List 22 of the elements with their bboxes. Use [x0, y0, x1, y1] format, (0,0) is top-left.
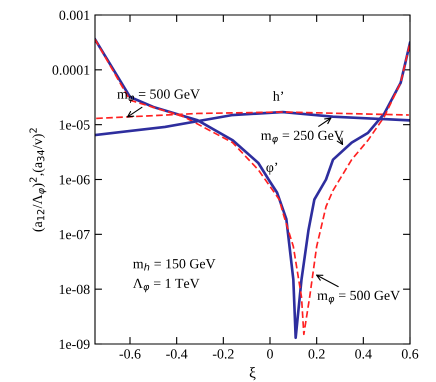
x-tick-label: 0.2 — [308, 349, 325, 359]
x-tick-label: -0.2 — [212, 349, 234, 359]
y-tick-label: 0.001 — [59, 10, 90, 20]
y-tick-label: 1e-09 — [60, 340, 90, 349]
x-tick-label: -0.6 — [120, 349, 141, 359]
x-axis-title: ξ — [250, 366, 256, 380]
annotation: m$_{φ}$ = 250 GeV — [261, 130, 344, 144]
x-tick-label: -0.4 — [166, 349, 188, 359]
x-tick-label: 0.4 — [355, 349, 372, 359]
y-tick-label: 1e-06 — [60, 175, 90, 184]
annotation: φ’ — [266, 162, 278, 175]
annotation: m$_{φ}$ = 500 GeV — [317, 290, 400, 304]
annotation: h’ — [272, 91, 284, 101]
y-tick-label: 1e-07 — [60, 230, 90, 240]
y-tick-label: 1e-05 — [60, 120, 90, 130]
text: (a$_{12}$/Λ$_{φ}$)$^{2}$,(a$_{34}$/v)$^{2}$ — [29, 128, 46, 232]
y-tick-label: 0.0001 — [52, 65, 90, 75]
annotation: Λ$_{φ}$ = 1 TeV — [132, 278, 200, 292]
y-tick-label: 1e-08 — [60, 284, 90, 294]
annotation: m$_{h}$ = 150 GeV — [133, 259, 216, 271]
x-tick-label: 0 — [267, 349, 273, 359]
x-tick-label: 0.6 — [402, 349, 418, 359]
